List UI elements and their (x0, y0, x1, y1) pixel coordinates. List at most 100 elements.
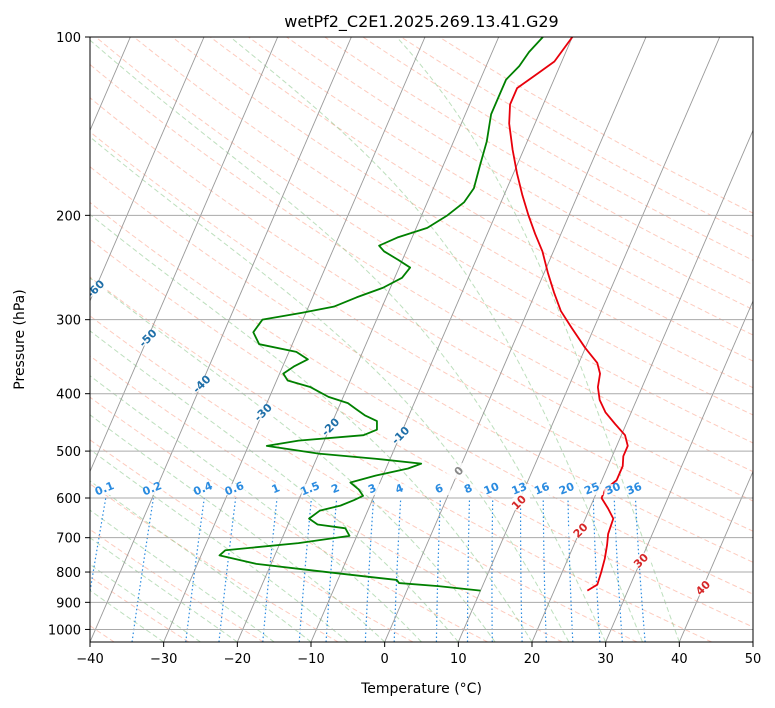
x-tick-label: −10 (297, 652, 324, 667)
y-tick-label: 100 (56, 31, 81, 46)
x-axis-label: Temperature (°C) (360, 681, 482, 697)
mixing-ratio-label: 25 (582, 480, 601, 498)
moist-adiabats (90, 37, 680, 642)
mixing-ratio-label: 16 (532, 480, 551, 498)
dry-adiabat-line (209, 37, 753, 362)
moist-adiabat-line (396, 37, 680, 642)
x-tick-label: 30 (597, 652, 614, 667)
mixing-ratio-label: 1 (270, 481, 282, 496)
mixing-ratio-label: 30 (603, 480, 622, 498)
x-tick-label: 40 (671, 652, 688, 667)
mixing-ratio-label-bg (459, 484, 480, 496)
isotherm-label-bg (445, 460, 472, 481)
dry-adiabat-line (90, 166, 753, 563)
dry-adiabat-line (95, 37, 753, 444)
isotherm-line (605, 299, 753, 642)
x-tick-label: 20 (524, 652, 541, 667)
moist-adiabat-line (90, 330, 459, 642)
isotherm-label-bg (134, 327, 162, 348)
mixing-ratio-label-bg (194, 484, 215, 496)
mixing-ratio-label-bg (482, 484, 503, 496)
mixing-ratio-label: 8 (462, 481, 474, 496)
isotherm-label-bg (249, 402, 277, 423)
mixing-ratio-label-bg (363, 484, 384, 496)
y-tick-label: 600 (56, 492, 81, 507)
mixing-ratio-label-bg (326, 484, 347, 496)
isobar-lines (90, 37, 753, 630)
mixing-ratio-label: 13 (510, 480, 529, 498)
mixing-ratio-label: 20 (557, 480, 576, 498)
mixing-ratio-label-bg (558, 484, 579, 496)
dry-adiabat-line (171, 37, 753, 389)
isotherm-line (678, 470, 753, 642)
mixing-ratio-label-bg (583, 484, 604, 496)
moist-adiabat-line (90, 414, 386, 642)
chart-title: wetPf2_C2E1.2025.269.13.41.G29 (284, 12, 558, 32)
x-tick-label: −20 (224, 652, 251, 667)
dry-adiabat-line (90, 276, 712, 642)
moist-adiabat-line (229, 37, 643, 642)
mixing-ratio-label-bg (301, 484, 322, 496)
dewpoint-series-line (218, 37, 544, 592)
x-axis-ticks: −40 −30 −20 −10 0 10 20 30 40 50 (76, 642, 761, 667)
y-axis-ticks: 100 200 300 400 500 600 700 800 900 1000 (48, 31, 90, 638)
moist-adiabat-line (90, 448, 349, 642)
mixing-ratio-label: 36 (625, 480, 644, 498)
x-tick-label: −40 (76, 652, 103, 667)
isotherm-label-bg (188, 373, 215, 394)
mixing-ratio-label-bg (604, 484, 625, 496)
mixing-ratio-labels: 0.1 0.2 0.4 0.6 1 1.5 2 3 4 6 8 10 13 16 20 25 30 36 (93, 479, 646, 498)
mixing-ratio-label-bg (510, 484, 531, 496)
moist-adiabat-line (90, 213, 533, 642)
y-tick-label: 700 (56, 532, 81, 547)
dry-adiabat-line (133, 37, 753, 416)
isotherm-label-bg (90, 278, 109, 299)
isotherm-line (236, 37, 500, 642)
x-tick-label: 10 (450, 652, 467, 667)
dry-adiabat-line (90, 201, 753, 595)
y-tick-label: 300 (56, 314, 81, 329)
plot-frame (89, 36, 754, 643)
isotherm-label-bg (689, 577, 717, 598)
y-tick-label: 800 (56, 566, 81, 581)
isotherm-line (90, 37, 205, 303)
y-tick-label: 1000 (48, 623, 81, 638)
mixing-ratio-label-bg (143, 484, 164, 496)
moist-adiabat-line (90, 375, 422, 642)
y-tick-label: 500 (56, 445, 81, 460)
mixing-ratio-label-bg (95, 484, 116, 496)
temperature-series-line (508, 37, 629, 592)
mixing-ratio-label: 2 (329, 481, 341, 496)
isotherm-label-bg (505, 492, 533, 513)
moist-adiabat-line (90, 589, 164, 642)
mixing-ratio-label-bg (430, 484, 451, 496)
mixing-ratio-label: 10 (482, 480, 501, 498)
dry-adiabat-line (90, 528, 264, 642)
mixing-ratio-label-bg (267, 484, 288, 496)
dry-adiabat-line (90, 97, 753, 502)
mixing-ratio-label: 3 (366, 481, 378, 496)
y-tick-label: 200 (56, 209, 81, 224)
isotherm-line (90, 37, 352, 642)
dry-adiabat-line (90, 131, 753, 532)
y-axis-label: Pressure (hPa) (12, 289, 28, 389)
y-tick-label: 900 (56, 596, 81, 611)
moist-adiabat-line (90, 563, 201, 642)
dry-adiabat-line (247, 37, 753, 336)
dry-adiabat-line (90, 483, 339, 642)
isotherm-line (310, 37, 573, 642)
isotherm-line (457, 37, 721, 642)
x-tick-label: −30 (150, 652, 177, 667)
dry-adiabat-line (90, 396, 488, 642)
isotherm-line (384, 37, 647, 642)
isotherm-label-bg (566, 520, 594, 541)
x-tick-label: 50 (745, 652, 762, 667)
mixing-ratio-label-bg (390, 484, 411, 496)
isotherm-line (531, 129, 753, 642)
y-tick-label: 400 (56, 388, 81, 403)
isotherm-label-bg (627, 550, 655, 571)
isotherm-line (163, 37, 426, 642)
mixing-ratio-label-bg (533, 484, 554, 496)
